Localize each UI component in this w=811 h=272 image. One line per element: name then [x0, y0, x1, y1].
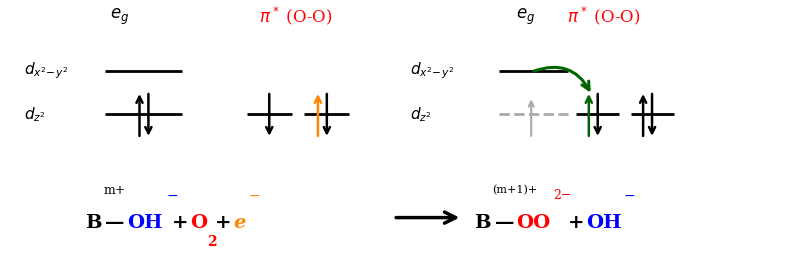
Text: 2: 2	[207, 235, 217, 249]
Text: (m+1)+: (m+1)+	[492, 185, 538, 196]
Text: +: +	[215, 214, 231, 232]
Text: −: −	[248, 189, 260, 203]
Text: m+: m+	[104, 184, 127, 197]
Text: O: O	[191, 214, 208, 232]
Text: +: +	[568, 214, 584, 232]
Text: $d_{x^2\!-\!y^2}$: $d_{x^2\!-\!y^2}$	[410, 60, 453, 81]
Text: —: —	[105, 214, 125, 232]
Text: OH: OH	[127, 214, 163, 232]
Text: B: B	[474, 214, 491, 232]
Text: $d_{z^2}$: $d_{z^2}$	[24, 105, 46, 123]
Text: $\pi^*$ (O-O): $\pi^*$ (O-O)	[260, 5, 333, 27]
Text: −: −	[166, 189, 178, 203]
Text: +: +	[172, 214, 188, 232]
Text: OO: OO	[517, 214, 551, 232]
Text: $\pi^*$ (O-O): $\pi^*$ (O-O)	[568, 5, 641, 27]
Text: B: B	[85, 214, 101, 232]
Text: −: −	[624, 189, 635, 203]
Text: $d_{z^2}$: $d_{z^2}$	[410, 105, 431, 123]
Text: 2−: 2−	[553, 189, 572, 202]
Text: $e_g$: $e_g$	[516, 7, 535, 27]
Text: —: —	[495, 214, 514, 232]
Text: e: e	[234, 214, 246, 232]
Text: $d_{x^2\!-\!y^2}$: $d_{x^2\!-\!y^2}$	[24, 60, 68, 81]
Text: $e_g$: $e_g$	[110, 7, 130, 27]
Text: OH: OH	[586, 214, 622, 232]
